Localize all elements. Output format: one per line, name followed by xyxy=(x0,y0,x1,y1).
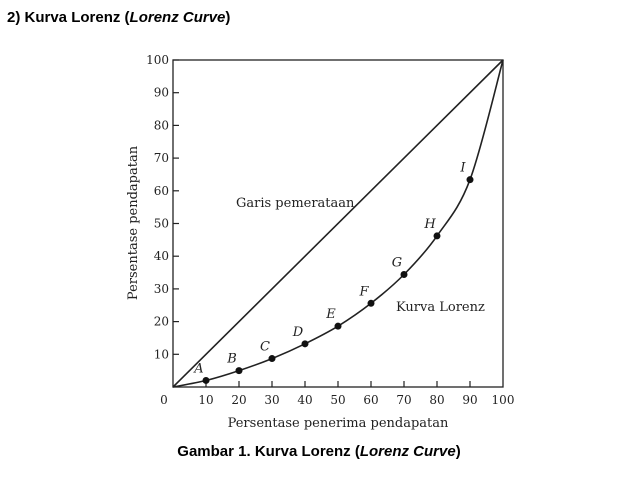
page-heading: 2) Kurva Lorenz (Lorenz Curve) xyxy=(7,9,230,26)
marker-point-g xyxy=(400,271,408,279)
x-tick-label: 30 xyxy=(264,393,279,407)
caption-suffix: ) xyxy=(455,443,461,460)
marker-point-a xyxy=(202,376,210,384)
x-tick-label: 40 xyxy=(297,393,312,407)
x-tick-label: 0 xyxy=(160,393,168,407)
x-tick-label: 60 xyxy=(363,393,378,407)
heading-italic: Lorenz Curve xyxy=(129,9,226,26)
marker-point-e xyxy=(334,322,342,330)
x-axis-title: Persentase penerima pendapatan xyxy=(228,416,449,431)
marker-label-f: F xyxy=(358,284,369,299)
y-axis: 10 20 30 40 50 60 70 80 90 100 xyxy=(146,53,179,361)
x-tick-label: 50 xyxy=(330,393,345,407)
y-tick-label: 20 xyxy=(154,315,169,329)
marker-label-g: G xyxy=(392,256,402,271)
lorenz-curve-label: Kurva Lorenz xyxy=(396,300,485,315)
marker-label-i: I xyxy=(459,161,466,176)
marker-label-a: A xyxy=(193,361,203,376)
marker-point-c xyxy=(268,355,276,363)
y-tick-label: 60 xyxy=(154,184,169,198)
y-tick-label: 70 xyxy=(154,151,169,165)
x-tick-label: 70 xyxy=(396,393,411,407)
marker-point-f xyxy=(367,299,375,307)
y-tick-label: 50 xyxy=(154,217,169,231)
x-axis: 0 10 20 30 40 50 60 70 80 90 100 xyxy=(160,381,514,407)
marker-label-c: C xyxy=(260,340,270,355)
equality-line xyxy=(172,59,504,388)
y-axis-title: Persentase pendapatan xyxy=(126,145,141,300)
marker-label-d: D xyxy=(292,325,304,340)
equality-line-label: Garis pemerataan xyxy=(236,196,355,211)
y-tick-label: 10 xyxy=(154,347,169,361)
marker-label-h: H xyxy=(423,217,436,232)
marker-point-h xyxy=(433,232,441,240)
x-tick-label: 10 xyxy=(198,393,213,407)
y-tick-label: 90 xyxy=(154,86,169,100)
heading-prefix: 2) Kurva Lorenz ( xyxy=(7,9,130,26)
x-tick-label: 90 xyxy=(462,393,477,407)
curve-markers: A B C D E F G H I xyxy=(193,161,474,384)
figure-caption: Gambar 1. Kurva Lorenz (Lorenz Curve) xyxy=(0,443,638,460)
marker-label-b: B xyxy=(226,352,237,367)
marker-point-i xyxy=(466,176,474,184)
marker-point-d xyxy=(301,340,309,348)
x-tick-label: 100 xyxy=(492,393,515,407)
lorenz-curve xyxy=(172,59,504,388)
y-tick-label: 100 xyxy=(146,53,169,67)
marker-label-e: E xyxy=(325,307,336,322)
y-tick-label: 40 xyxy=(154,249,169,263)
marker-point-b xyxy=(235,367,243,375)
y-tick-label: 80 xyxy=(154,118,169,132)
y-tick-label: 30 xyxy=(154,282,169,296)
heading-suffix: ) xyxy=(225,9,231,26)
caption-prefix: Gambar 1. Kurva Lorenz ( xyxy=(177,443,360,460)
x-tick-label: 20 xyxy=(231,393,246,407)
caption-italic: Lorenz Curve xyxy=(359,443,456,460)
x-tick-label: 80 xyxy=(429,393,444,407)
